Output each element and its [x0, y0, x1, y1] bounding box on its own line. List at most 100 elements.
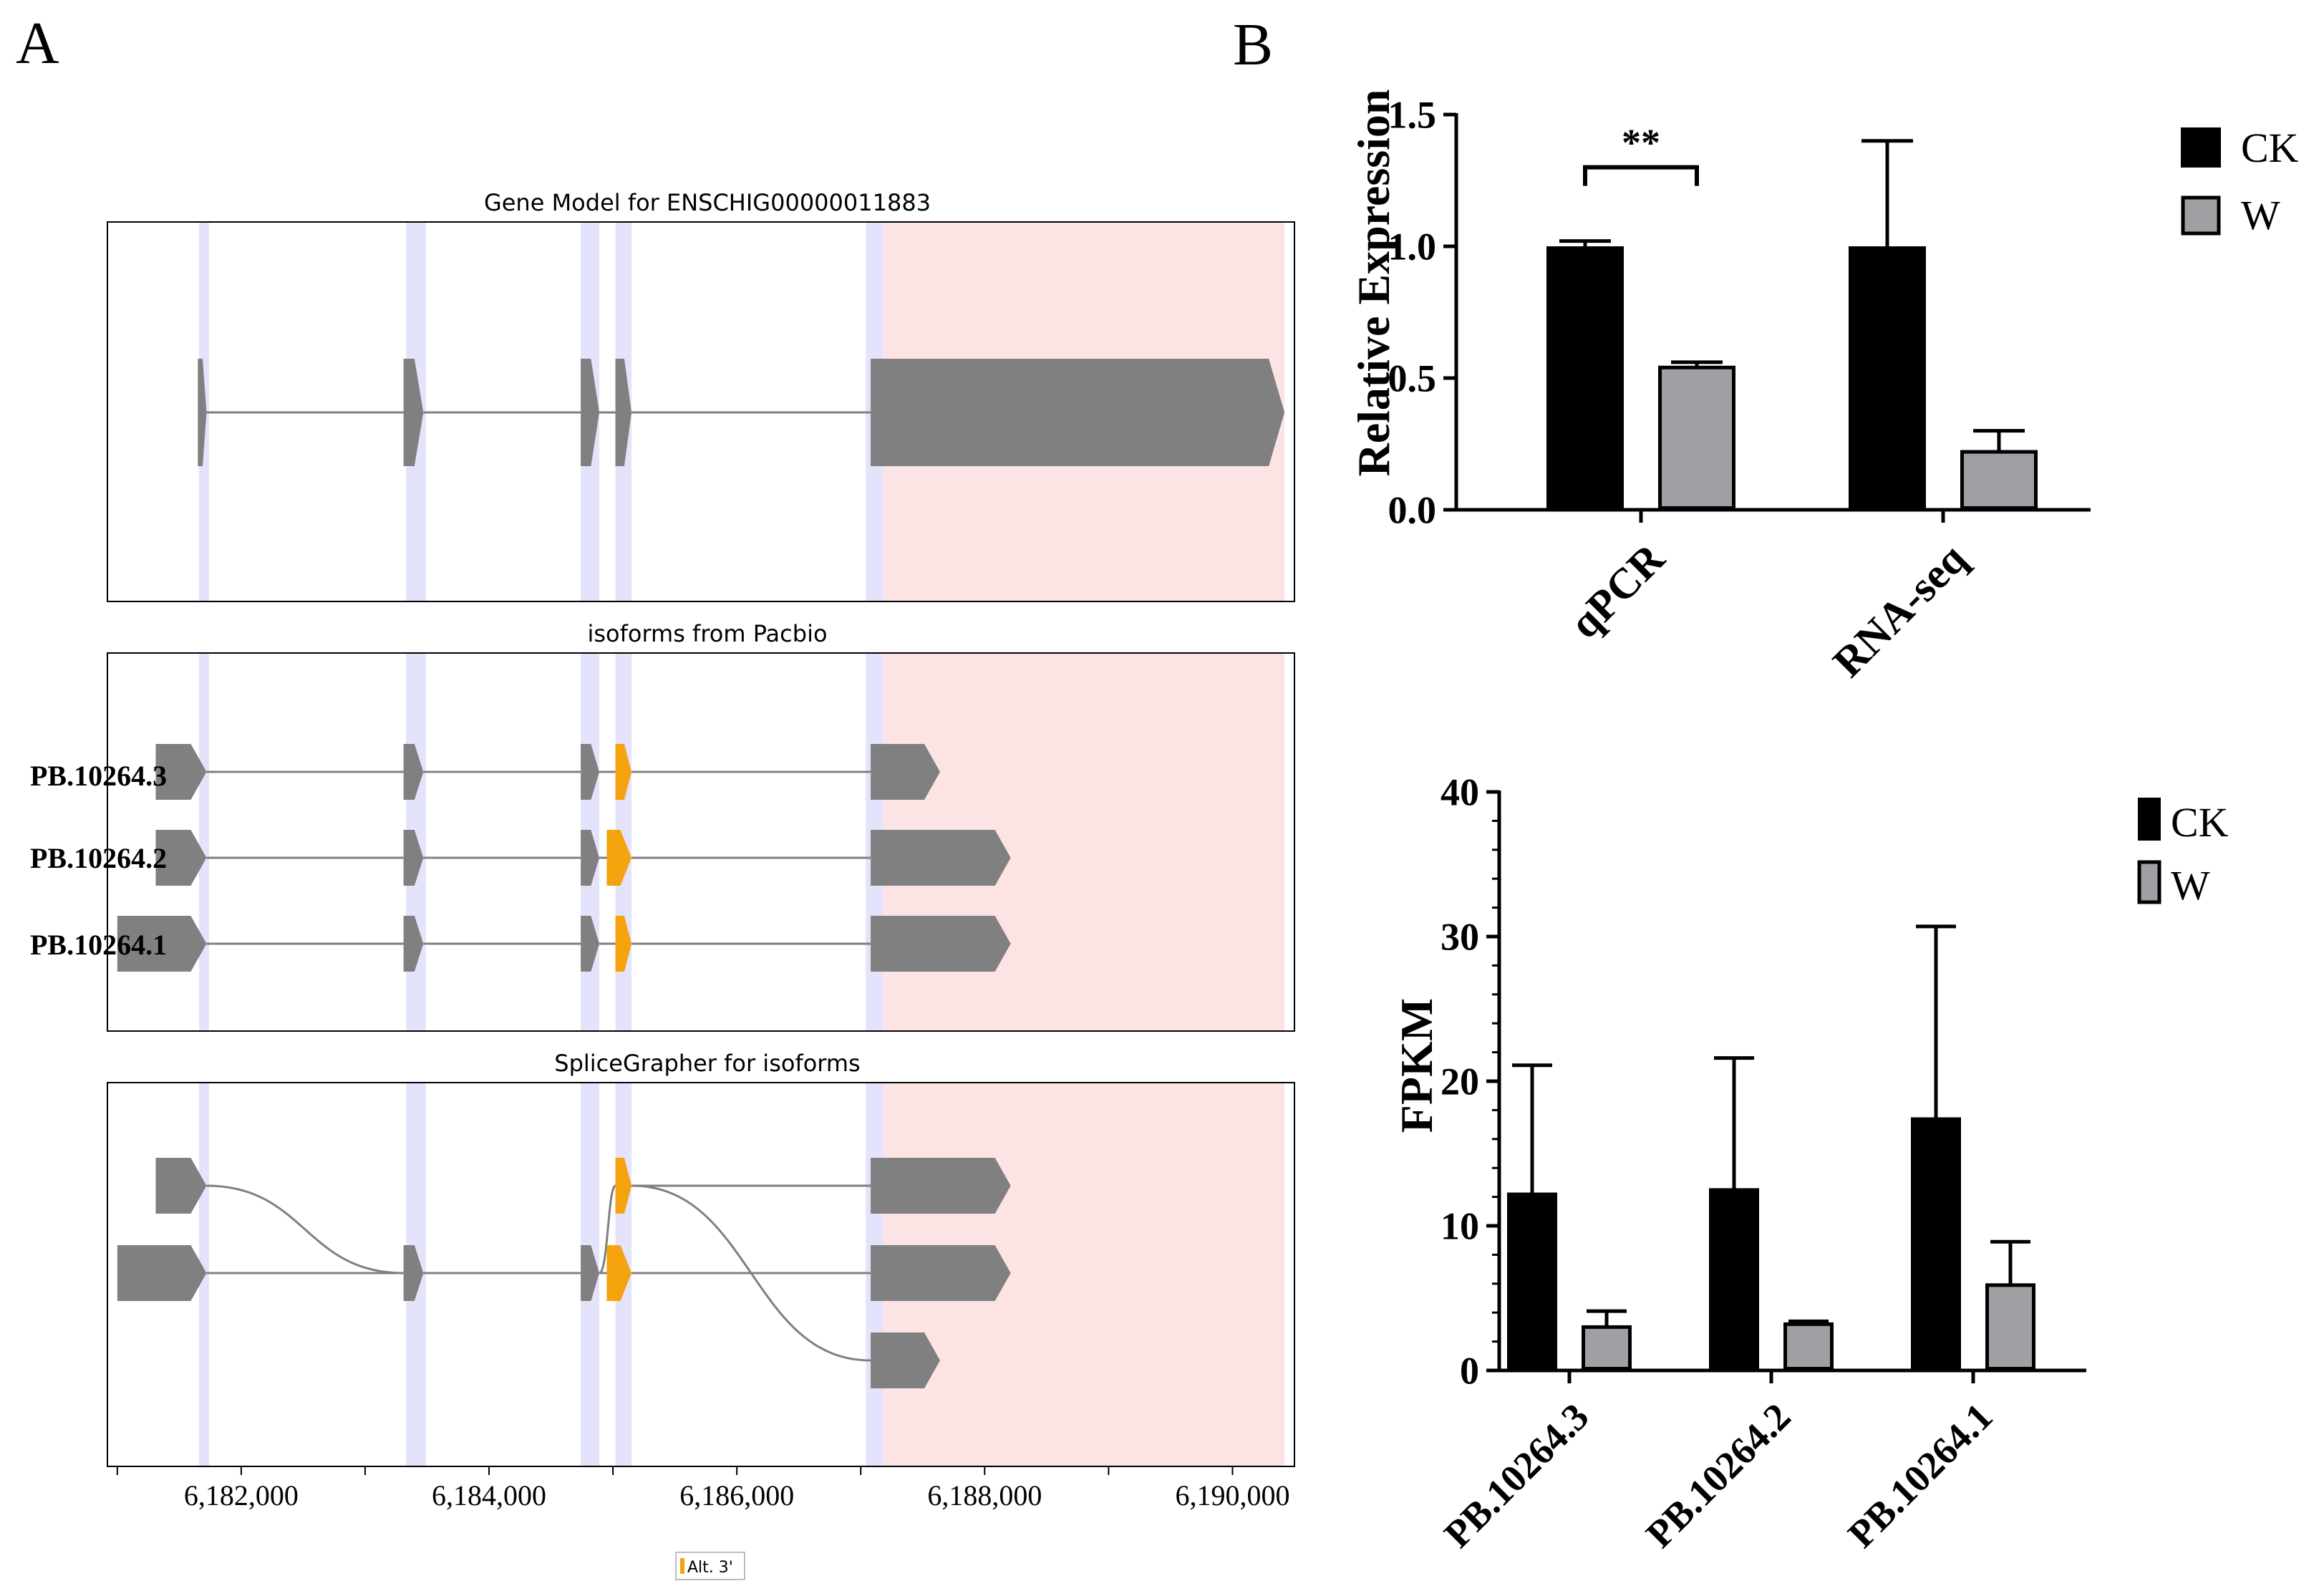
exon: [581, 916, 600, 972]
exon: [403, 359, 424, 466]
exon: [871, 1245, 1011, 1301]
alt3-legend-label: Alt. 3': [687, 1559, 733, 1577]
axis-tick-label: 6,184,000: [432, 1479, 546, 1512]
exon: [615, 359, 632, 466]
isoform-label: PB.10264.1: [30, 929, 167, 961]
legend-label-ck: CK: [2241, 125, 2299, 171]
exon: [871, 916, 1011, 972]
y-tick-label: 1.0: [1388, 225, 1437, 268]
exon: [403, 916, 424, 972]
splice-edge: [206, 1184, 404, 1275]
plot-frame: [107, 652, 1295, 1032]
bar-ck: [1507, 1192, 1557, 1370]
y-tick-label: 40: [1441, 770, 1479, 813]
exon: [117, 1245, 207, 1301]
bar-w: [1783, 1322, 1834, 1370]
legend-label-w: W: [2241, 192, 2280, 238]
exon: [871, 830, 1011, 886]
panel-c-bar-chart: FPKM 0 10 20 30 40 PB.10264.3 PB.10264.2 PB.102…: [1391, 770, 2229, 1556]
axis-tick-label: 6,186,000: [679, 1479, 794, 1512]
y-tick-label: 30: [1441, 915, 1479, 958]
legend-swatch-w: [2137, 860, 2161, 904]
legend-label-w: W: [2171, 862, 2210, 909]
bar-ck: [1546, 246, 1624, 510]
exon: [403, 830, 424, 886]
legend-label-ck: CK: [2171, 799, 2229, 846]
bar-ck: [1911, 1117, 1961, 1370]
splicegrapher-title: SpliceGrapher for isoforms: [554, 1050, 860, 1077]
bar-w: [1658, 365, 1735, 511]
y-tick-label: 0.5: [1388, 357, 1437, 400]
isoform-label: PB.10264.3: [30, 760, 167, 792]
splice-edge: [631, 1184, 871, 1362]
alt-3-exon: [615, 916, 632, 972]
plot-frame: [107, 1082, 1295, 1467]
bar-w: [1985, 1283, 2035, 1370]
panel-label-b: B: [1233, 11, 1273, 78]
axis-tick-label: 6,190,000: [1175, 1479, 1289, 1512]
y-tick-label: 0: [1460, 1349, 1479, 1392]
exon: [403, 744, 424, 800]
chart-b-plot: 0.0 0.5 1.0 1.5 qPCR RNA-seq **: [1388, 93, 2091, 686]
significance-bracket: [1583, 165, 1699, 186]
alt-3-exon: [615, 744, 632, 800]
panel-label-a: A: [16, 10, 59, 77]
legend-swatch-w: [2181, 195, 2221, 236]
legend-c: CK W: [2137, 798, 2229, 909]
x-tick-label: qPCR: [1561, 534, 1674, 647]
pacbio-box: [107, 652, 1295, 1032]
x-tick-label: PB.10264.2: [1638, 1395, 1799, 1556]
exon: [155, 830, 207, 886]
y-tick-label: 10: [1441, 1204, 1479, 1247]
genomic-axis: 6,182,000 6,184,000 6,186,000 6,188,000 6,19…: [116, 1466, 1289, 1512]
exon: [581, 1245, 600, 1301]
splice-edge: [598, 1184, 617, 1275]
legend-swatch-ck: [2181, 127, 2221, 168]
exon: [155, 1158, 207, 1214]
y-tick-label: 1.5: [1388, 93, 1437, 136]
pacbio-title: isoforms from Pacbio: [587, 620, 827, 647]
panel-a-gene-structure: Gene Model for ENSCHIG00000011883 isofor…: [30, 189, 1295, 1580]
alt-3-exon: [615, 1158, 632, 1214]
exon: [871, 744, 941, 800]
axis-tick-label: 6,188,000: [927, 1479, 1042, 1512]
exon: [581, 744, 600, 800]
y-tick-label: 20: [1441, 1060, 1479, 1103]
gene-model-title: Gene Model for ENSCHIG00000011883: [484, 189, 931, 216]
isoform-label: PB.10264.2: [30, 842, 167, 874]
legend-b: CK W: [2181, 125, 2299, 238]
exon: [198, 359, 207, 466]
significance-marker: **: [1622, 122, 1660, 165]
splice-site-band: [199, 653, 209, 1031]
y-axis-label-c: FPKM: [1391, 998, 1442, 1133]
splicegrapher-box: [107, 1082, 1295, 1467]
x-tick-label: PB.10264.1: [1840, 1395, 2001, 1556]
axis-tick-label: 6,182,000: [184, 1479, 299, 1512]
alt-3-exon: [606, 830, 632, 886]
chart-c-plot: 0 10 20 30 40 PB.10264.3 PB.10264.2 PB.10264.1: [1436, 770, 2086, 1556]
panel-b-bar-chart: Relative Expression 0.0 0.5 1.0 1.5 qPCR RNA-…: [1348, 89, 2299, 686]
exon: [871, 1158, 1011, 1214]
bar-w: [1582, 1325, 1632, 1371]
y-tick-label: 0.0: [1388, 488, 1437, 531]
exon: [871, 359, 1285, 466]
gene-model-box: [107, 221, 1295, 602]
legend-swatch-ck: [2138, 798, 2161, 841]
legend-box: [675, 1552, 745, 1580]
alt-3-exon: [606, 1245, 632, 1301]
bar-w: [1960, 450, 2038, 510]
exon: [581, 830, 600, 886]
bar-ck: [1709, 1188, 1759, 1370]
bar-ck: [1849, 246, 1926, 510]
exon: [117, 916, 207, 972]
exon: [403, 1245, 424, 1301]
exon: [581, 359, 600, 466]
exon: [871, 1333, 941, 1388]
y-axis-label-b: Relative Expression: [1348, 89, 1399, 476]
alt3-swatch: [680, 1558, 684, 1574]
exon: [155, 744, 207, 800]
alt3-legend: Alt. 3': [675, 1552, 745, 1580]
plot-frame: [107, 221, 1295, 602]
x-tick-label: RNA-seq: [1824, 535, 1976, 687]
